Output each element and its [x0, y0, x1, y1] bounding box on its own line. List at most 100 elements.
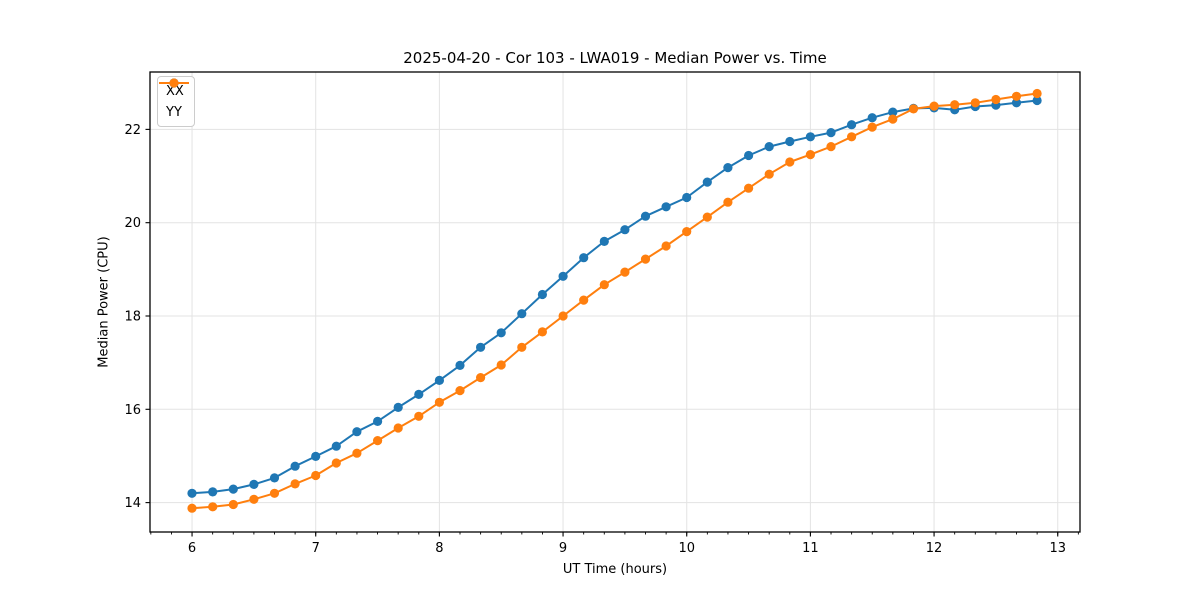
x-tick-label: 7 — [312, 541, 320, 556]
x-axis-label: UT Time (hours) — [562, 562, 668, 577]
data-point-yy — [208, 502, 218, 512]
data-point-xx — [537, 289, 548, 300]
data-point-yy — [640, 254, 651, 264]
data-point-yy — [847, 132, 857, 142]
y-axis-label: Median Power (CPU) — [96, 236, 112, 368]
data-point-yy — [620, 267, 630, 277]
data-point-yy — [290, 479, 300, 489]
data-point-xx — [744, 150, 754, 161]
x-tick-label: 9 — [559, 541, 567, 556]
data-point-xx — [702, 177, 712, 187]
data-point-yy — [496, 360, 506, 370]
chart-title: 2025-04-20 - Cor 103 - LWA019 - Median P… — [403, 49, 827, 67]
y-tick-label: 16 — [124, 403, 141, 418]
data-point-xx — [661, 202, 671, 212]
data-point-yy — [455, 386, 465, 396]
y-tick-label: 20 — [124, 216, 141, 231]
data-point-xx — [847, 120, 857, 130]
data-point-yy — [269, 488, 280, 498]
axes-spines — [149, 71, 1081, 533]
data-point-xx — [1032, 95, 1042, 106]
data-point-yy — [228, 499, 238, 510]
data-point-yy — [517, 342, 527, 352]
data-point-yy — [558, 311, 568, 321]
data-point-yy — [702, 212, 712, 222]
data-point-xx — [476, 342, 486, 352]
y-tick-label: 22 — [124, 123, 141, 138]
data-point-yy — [599, 280, 609, 290]
x-tick-label: 10 — [678, 541, 695, 556]
data-point-xx — [764, 142, 774, 152]
legend-label: XX — [166, 83, 184, 99]
data-point-yy — [661, 241, 671, 251]
data-point-yy — [785, 157, 795, 167]
data-point-xx — [517, 309, 527, 319]
data-point-yy — [991, 94, 1001, 105]
data-point-yy — [352, 448, 362, 458]
data-point-yy — [805, 150, 816, 160]
data-point-xx — [352, 427, 362, 437]
data-point-yy — [579, 295, 589, 305]
legend-item-yy: YY — [159, 78, 189, 121]
legend: XX YY — [157, 76, 195, 127]
data-point-xx — [785, 136, 795, 147]
data-point-xx — [805, 132, 816, 142]
data-point-yy — [744, 183, 754, 193]
data-point-yy — [970, 98, 980, 108]
data-point-yy — [331, 458, 341, 468]
data-point-yy — [723, 197, 733, 207]
x-tick-label: 6 — [188, 541, 196, 556]
data-point-yy — [908, 104, 919, 114]
data-point-xx — [826, 128, 836, 138]
data-point-yy — [187, 503, 197, 513]
data-point-xx — [208, 487, 218, 497]
data-point-xx — [393, 402, 403, 412]
data-point-xx — [228, 484, 238, 494]
data-point-xx — [311, 451, 321, 461]
y-tick-label: 14 — [124, 496, 141, 511]
data-point-xx — [599, 236, 609, 246]
x-tick-label: 11 — [802, 541, 819, 556]
data-point-xx — [373, 416, 383, 426]
data-point-xx — [331, 441, 341, 451]
data-point-yy — [682, 227, 692, 237]
data-point-yy — [414, 411, 424, 421]
legend-line-marker-icon — [159, 78, 189, 88]
data-point-yy — [1032, 88, 1042, 99]
data-point-xx — [455, 360, 465, 370]
legend-label: YY — [166, 104, 182, 120]
data-point-yy — [434, 397, 444, 407]
data-point-xx — [723, 163, 733, 173]
series-line-yy — [191, 92, 1038, 510]
data-point-yy — [929, 101, 939, 111]
data-point-yy — [764, 169, 774, 179]
data-point-xx — [1011, 98, 1022, 108]
data-point-xx — [867, 113, 877, 123]
series-line-xx — [191, 99, 1038, 495]
y-tick-label: 18 — [124, 309, 141, 324]
data-point-xx — [579, 253, 589, 263]
data-point-yy — [393, 423, 403, 433]
data-point-xx — [434, 375, 444, 385]
data-point-yy — [373, 436, 383, 446]
data-point-xx — [888, 107, 898, 117]
data-point-yy — [537, 327, 548, 337]
data-point-xx — [558, 271, 568, 281]
data-point-xx — [187, 488, 197, 498]
data-point-yy — [888, 114, 898, 124]
data-point-xx — [620, 225, 630, 235]
data-point-xx — [290, 461, 300, 471]
data-point-xx — [640, 211, 651, 221]
x-tick-label: 13 — [1049, 541, 1066, 556]
data-point-xx — [249, 479, 259, 489]
data-point-xx — [414, 389, 424, 399]
data-point-yy — [1011, 91, 1022, 101]
data-point-xx — [682, 192, 692, 203]
data-point-xx — [269, 473, 280, 483]
data-point-yy — [311, 470, 321, 481]
data-point-yy — [476, 373, 486, 383]
data-point-yy — [249, 494, 259, 504]
data-point-yy — [867, 122, 877, 132]
